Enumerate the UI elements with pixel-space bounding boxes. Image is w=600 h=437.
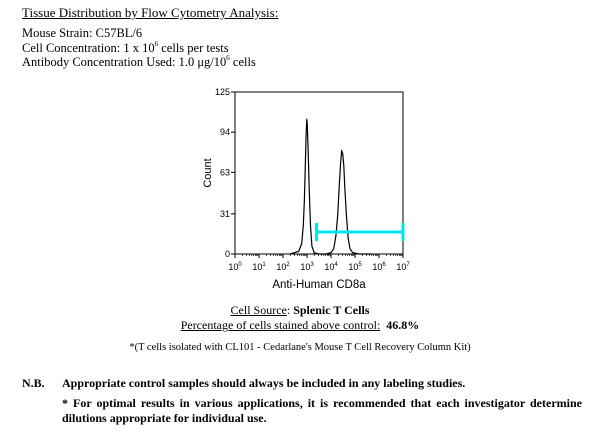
page-title: Tissue Distribution by Flow Cytometry An… — [22, 5, 279, 20]
flow-cytometry-histogram: 0 31 63 94 125 100 101 102 103 104 105 106 107 Count A… — [202, 87, 410, 291]
y-tick-label: 94 — [220, 127, 230, 137]
x-tick-label: 106 — [372, 262, 386, 272]
cell-conc-label: Cell Concentration: — [22, 41, 121, 56]
cell-source-value: Splenic T Cells — [293, 303, 370, 317]
percentage-line: Percentage of cells stained above contro… — [180, 318, 420, 332]
percentage-value: 46.8% — [386, 318, 420, 332]
y-tick-label: 125 — [215, 87, 230, 97]
ab-conc-label: Antibody Concentration Used: — [22, 55, 176, 70]
x-tick-label: 102 — [276, 262, 290, 272]
antibody-concentration-line: Antibody Concentration Used: 1.0 μg/106 … — [22, 54, 256, 70]
x-tick-label: 105 — [348, 262, 362, 272]
y-axis-label: Count — [202, 158, 214, 187]
x-tick-label: 103 — [300, 262, 314, 272]
x-tick-label: 107 — [396, 262, 410, 272]
y-tick-label: 63 — [220, 167, 230, 177]
cell-conc-value: 1 x 106 cells per tests — [123, 40, 229, 56]
x-tick-label: 100 — [228, 262, 242, 272]
y-tick-label: 0 — [225, 249, 230, 259]
nb-label: N.B. — [22, 376, 45, 390]
mouse-strain-line: Mouse Strain: C57BL/6 — [22, 26, 142, 41]
x-tick-label: 101 — [252, 262, 266, 272]
histogram-curve — [290, 118, 372, 255]
cell-source-line: Cell Source: Splenic T Cells — [230, 303, 370, 317]
cell-source-label: Cell Source — [230, 303, 287, 317]
ab-conc-value: 1.0 μg/106 cells — [178, 54, 256, 70]
nb-text: Appropriate control samples should alway… — [62, 376, 466, 390]
nb-note: * For optimal results in various applica… — [62, 396, 582, 425]
strain-value: C57BL/6 — [95, 26, 143, 40]
x-axis-label: Anti-Human CD8a — [272, 279, 366, 291]
y-tick-label: 31 — [220, 209, 230, 219]
cell-concentration-line: Cell Concentration: 1 x 106 cells per te… — [22, 40, 229, 56]
strain-label: Mouse Strain: — [22, 26, 93, 40]
percentage-label: Percentage of cells stained above contro… — [180, 318, 377, 332]
x-tick-label: 104 — [324, 262, 338, 272]
plot-frame — [234, 91, 404, 255]
footnote: *(T cells isolated with CL101 - Cedarlan… — [129, 342, 471, 353]
